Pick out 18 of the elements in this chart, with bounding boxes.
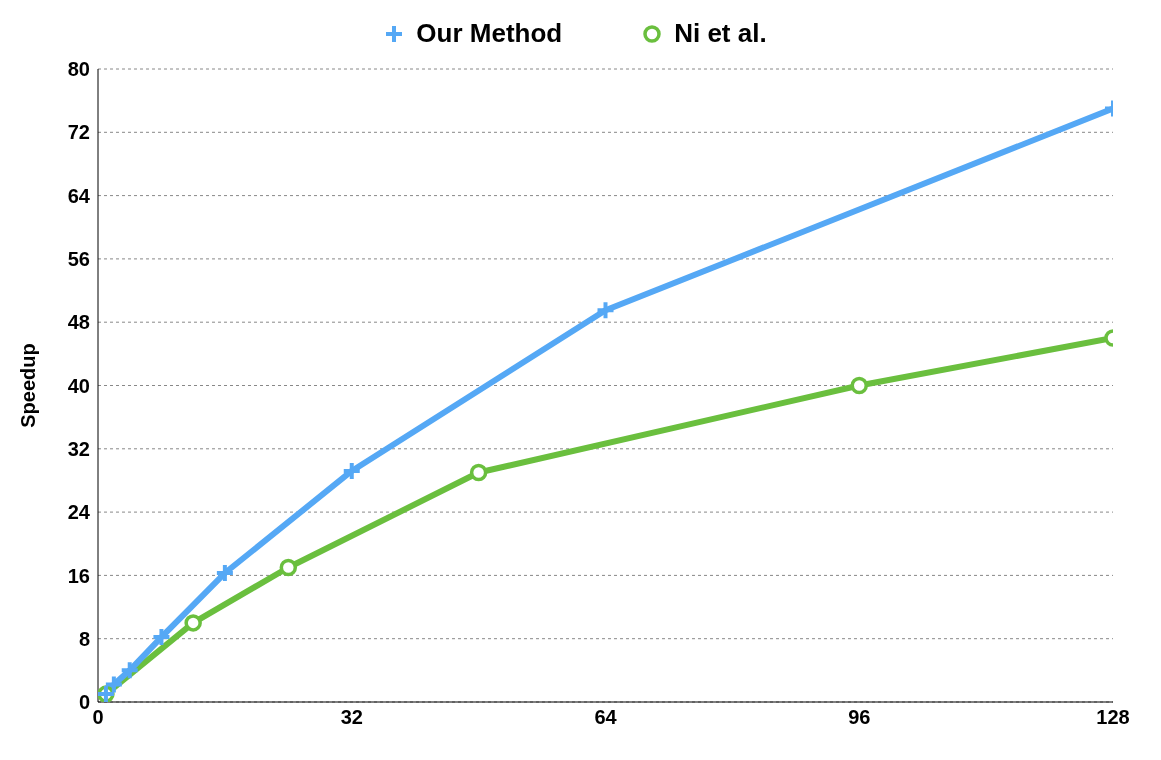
y-tick-label: 8 bbox=[78, 627, 90, 650]
legend-label: Ni et al. bbox=[674, 18, 767, 49]
y-axis-title: Speedup bbox=[17, 343, 40, 428]
x-tick-label: 64 bbox=[594, 706, 618, 729]
y-tick-label: 40 bbox=[67, 374, 90, 397]
y-tick-label: 64 bbox=[67, 184, 91, 207]
x-tick-label: 128 bbox=[1096, 706, 1130, 729]
y-tick-label: 56 bbox=[67, 248, 90, 270]
y-tick-label: 80 bbox=[67, 58, 90, 81]
legend-label: Our Method bbox=[416, 18, 563, 49]
y-tick-label: 0 bbox=[78, 691, 90, 714]
y-tick-label: 72 bbox=[67, 121, 90, 144]
y-tick-label: 32 bbox=[67, 437, 90, 460]
x-tick-label: 32 bbox=[340, 706, 363, 729]
y-tick-label: 24 bbox=[67, 501, 91, 524]
y-tick-label: 48 bbox=[67, 311, 90, 334]
y-tick-label: 16 bbox=[67, 564, 90, 587]
x-tick-label: 96 bbox=[848, 706, 871, 729]
